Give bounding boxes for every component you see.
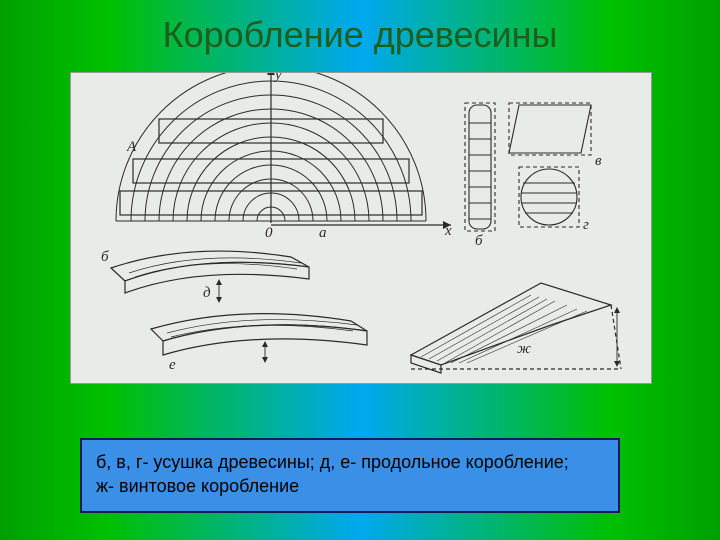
label-A: A [126,139,137,155]
circle-g [519,167,579,227]
warped-plank-e [151,314,367,363]
label-zh: ж [517,341,531,357]
label-g: г [583,217,589,233]
caption-line-2: ж- винтовое коробление [96,474,604,498]
slide-title: Коробление древесины [0,0,720,56]
label-b: б [475,233,483,249]
label-d: д [203,285,211,301]
slide: Коробление древесины [0,0,720,540]
caption-box: б, в, г- усушка древесины; д, е- продоль… [80,438,620,513]
label-e: е [169,357,176,373]
parallelogram-v [509,103,591,155]
twisted-plank-zh [411,283,621,373]
label-y-axis: y [273,73,282,83]
vertical-board-b [465,103,495,231]
label-b2: б [101,249,109,265]
label-origin: 0 [265,225,273,241]
wood-warping-diagram: y x 0 a A б в г б д е ж [71,73,651,383]
label-x-axis: x [444,223,452,239]
label-a: a [319,225,327,241]
diagram-figure: y x 0 a A б в г б д е ж [70,72,652,384]
label-v: в [595,153,602,169]
caption-line-1: б, в, г- усушка древесины; д, е- продоль… [96,450,604,474]
